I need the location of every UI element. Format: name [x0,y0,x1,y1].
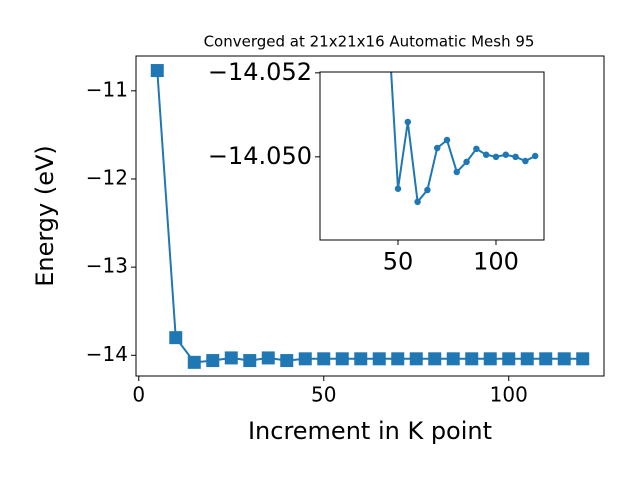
plot-clip [150,64,590,369]
y-tick-label: −14.052 [208,58,312,86]
x-tick-label: 50 [383,247,414,275]
marker [404,118,412,126]
marker [446,352,460,366]
marker [453,168,461,176]
marker [433,144,441,152]
marker [280,354,294,368]
series-line [390,72,536,205]
marker [187,355,201,369]
marker [539,352,553,366]
x-axis-label: Increment in K point [248,417,492,445]
y-tick-label: −11 [86,77,128,101]
marker [317,352,331,366]
marker [428,352,442,366]
marker [354,352,368,366]
x-tick-label: 50 [311,383,336,407]
marker [465,352,479,366]
y-axis-label: Energy (eV) [31,145,59,287]
marker [520,352,534,366]
marker [243,354,257,368]
marker [335,352,349,366]
y-tick-label: −12 [86,165,128,189]
marker [576,352,590,366]
marker [206,354,220,368]
marker [385,19,392,26]
marker [409,352,423,366]
x-tick-label: 0 [132,383,145,407]
marker [482,151,490,158]
marker [424,186,431,194]
marker [443,136,451,144]
marker [298,352,312,366]
marker [473,145,480,153]
marker [483,352,497,366]
y-tick-label: −14.050 [208,142,312,170]
marker [463,158,470,166]
marker [531,152,539,160]
axes-frame [319,71,545,241]
marker [522,157,529,165]
x-tick-label: 100 [490,383,528,407]
plot-clip [385,19,539,206]
marker [512,153,519,161]
marker [502,352,516,366]
marker [150,64,164,78]
marker [502,151,510,158]
marker [557,352,571,366]
marker [169,331,183,345]
axes-frame [135,55,605,377]
marker [394,185,402,193]
y-tick-label: −13 [86,254,128,278]
x-tick-label: 100 [473,247,519,275]
marker [224,351,238,365]
marker [391,352,405,366]
marker [261,351,275,365]
marker [492,153,500,161]
y-tick-label: −14 [86,342,128,366]
chart-title: Converged at 21x21x16 Automatic Mesh 95 [204,33,535,51]
marker [414,198,421,206]
marker [372,352,386,366]
